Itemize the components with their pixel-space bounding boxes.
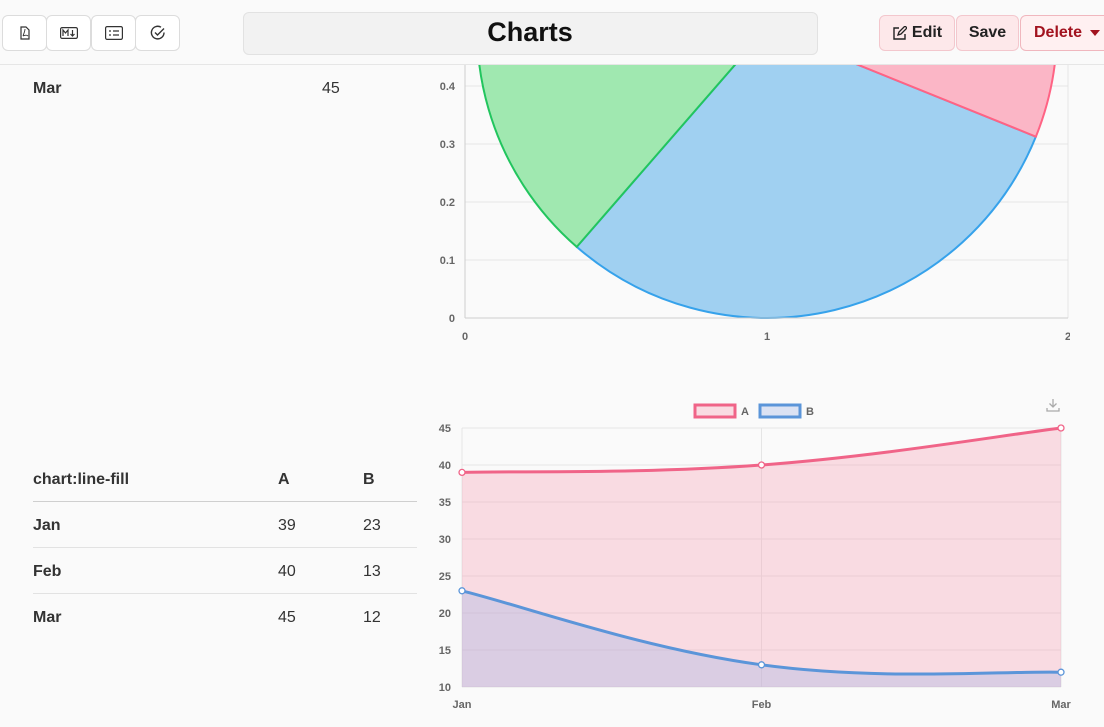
table-row-label: Feb xyxy=(33,563,62,580)
table-cell-b: 23 xyxy=(363,517,381,534)
y-tick-label: 45 xyxy=(439,423,451,435)
list-icon xyxy=(104,26,123,40)
x-tick-label: 0 xyxy=(462,331,468,343)
table-divider xyxy=(33,501,417,502)
y-tick-label: 0.1 xyxy=(440,255,455,267)
save-button[interactable]: Save xyxy=(956,15,1019,51)
edit-icon xyxy=(893,25,907,40)
search-bar[interactable] xyxy=(243,12,818,55)
export-markdown-button[interactable] xyxy=(46,15,91,51)
table-cell-a: 40 xyxy=(278,563,296,580)
pie-table-row-label: Mar xyxy=(33,80,62,97)
table-row-label: Mar xyxy=(33,609,62,626)
y-tick-label: 0.4 xyxy=(440,81,456,93)
x-tick-label: Feb xyxy=(752,699,772,711)
pie-slice xyxy=(855,65,1056,138)
pie-table-row-value: 45 xyxy=(322,80,340,97)
table-cell-b: 12 xyxy=(363,609,381,626)
pie-slice xyxy=(575,65,1038,319)
y-tick-label: 40 xyxy=(439,460,451,472)
delete-label: Delete xyxy=(1034,24,1083,41)
page-title: Charts xyxy=(487,17,573,47)
y-tick-label: 0.2 xyxy=(440,197,455,209)
check-button[interactable] xyxy=(135,15,180,51)
data-point xyxy=(757,461,766,469)
y-tick-label: 30 xyxy=(439,534,451,546)
download-chart-button[interactable] xyxy=(1045,397,1063,415)
table-header-b: B xyxy=(363,471,375,488)
export-pdf-button[interactable] xyxy=(2,15,47,51)
y-tick-label: 15 xyxy=(439,645,451,657)
y-tick-label: 0 xyxy=(449,313,455,325)
legend-label: A xyxy=(741,406,749,418)
series-area xyxy=(462,428,1061,687)
pie-slice xyxy=(478,65,737,249)
legend-swatch xyxy=(758,403,802,419)
table-cell-a: 39 xyxy=(278,517,296,534)
x-tick-label: Mar xyxy=(1051,699,1071,711)
y-tick-label: 35 xyxy=(439,497,451,509)
y-tick-label: 25 xyxy=(439,571,451,583)
edit-button[interactable]: Edit xyxy=(879,15,955,51)
line-fill-chart: 10 15 20 25 30 35 40 45 Jan Feb Mar A B xyxy=(439,403,1071,711)
table-cell-a: 45 xyxy=(278,609,296,626)
check-circle-icon xyxy=(150,25,165,40)
table-header-name: chart:line-fill xyxy=(33,471,130,488)
data-point xyxy=(458,468,466,477)
download-icon xyxy=(1046,399,1060,412)
pdf-icon xyxy=(19,26,30,40)
table-divider xyxy=(33,547,417,548)
y-tick-label: 0.3 xyxy=(440,139,455,151)
edit-label: Edit xyxy=(911,24,943,41)
table-divider xyxy=(33,593,417,594)
series-area xyxy=(462,590,1061,687)
data-point xyxy=(1057,668,1065,676)
data-point xyxy=(757,661,766,669)
delete-button[interactable]: Delete xyxy=(1020,15,1104,51)
top-toolbar: Charts Edit Save Delete xyxy=(0,0,1104,65)
table-row-label: Jan xyxy=(33,517,61,534)
legend-swatch xyxy=(693,403,737,419)
y-tick-label: 10 xyxy=(439,682,451,694)
x-tick-label: 1 xyxy=(764,331,770,343)
table-cell-b: 13 xyxy=(363,563,381,580)
legend-label: B xyxy=(806,406,814,418)
chevron-down-icon xyxy=(1090,30,1101,36)
data-point xyxy=(458,587,466,595)
pie-chart: 0 0.1 0.2 0.3 0.4 0 1 2 xyxy=(440,65,1070,343)
x-tick-label: 2 xyxy=(1065,331,1070,343)
data-point xyxy=(1057,424,1065,432)
table-header-a: A xyxy=(278,471,290,488)
x-tick-label: Jan xyxy=(453,699,472,711)
list-view-button[interactable] xyxy=(91,15,136,51)
y-tick-label: 20 xyxy=(439,608,451,620)
markdown-icon xyxy=(59,27,78,39)
save-label: Save xyxy=(968,24,1007,41)
